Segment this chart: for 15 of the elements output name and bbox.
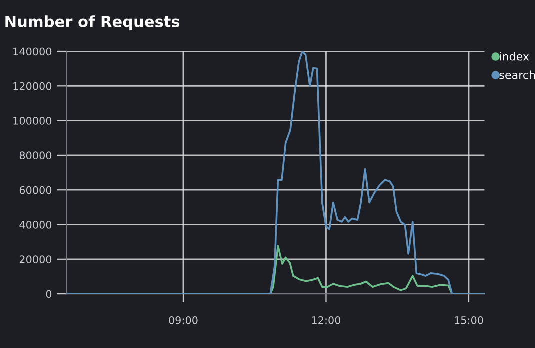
legend-label: index: [500, 52, 530, 61]
y-tick-label: 20000: [20, 256, 52, 264]
y-tick-label: 80000: [20, 152, 52, 160]
x-tick-label: 12:00: [312, 316, 341, 324]
y-tick-label: 100000: [14, 117, 52, 125]
y-tick-label: 60000: [20, 186, 52, 194]
chart-title: Number of Requests: [6, 16, 180, 30]
x-tick-label: 09:00: [169, 316, 198, 324]
legend-label: search: [500, 70, 535, 80]
y-tick-label: 40000: [20, 220, 52, 229]
x-tick-label: 15:00: [455, 316, 484, 324]
y-tick-label: 0: [46, 290, 52, 298]
y-tick-label: 120000: [14, 82, 52, 90]
y-tick-label: 140000: [14, 48, 52, 56]
line-series: [66, 52, 485, 294]
